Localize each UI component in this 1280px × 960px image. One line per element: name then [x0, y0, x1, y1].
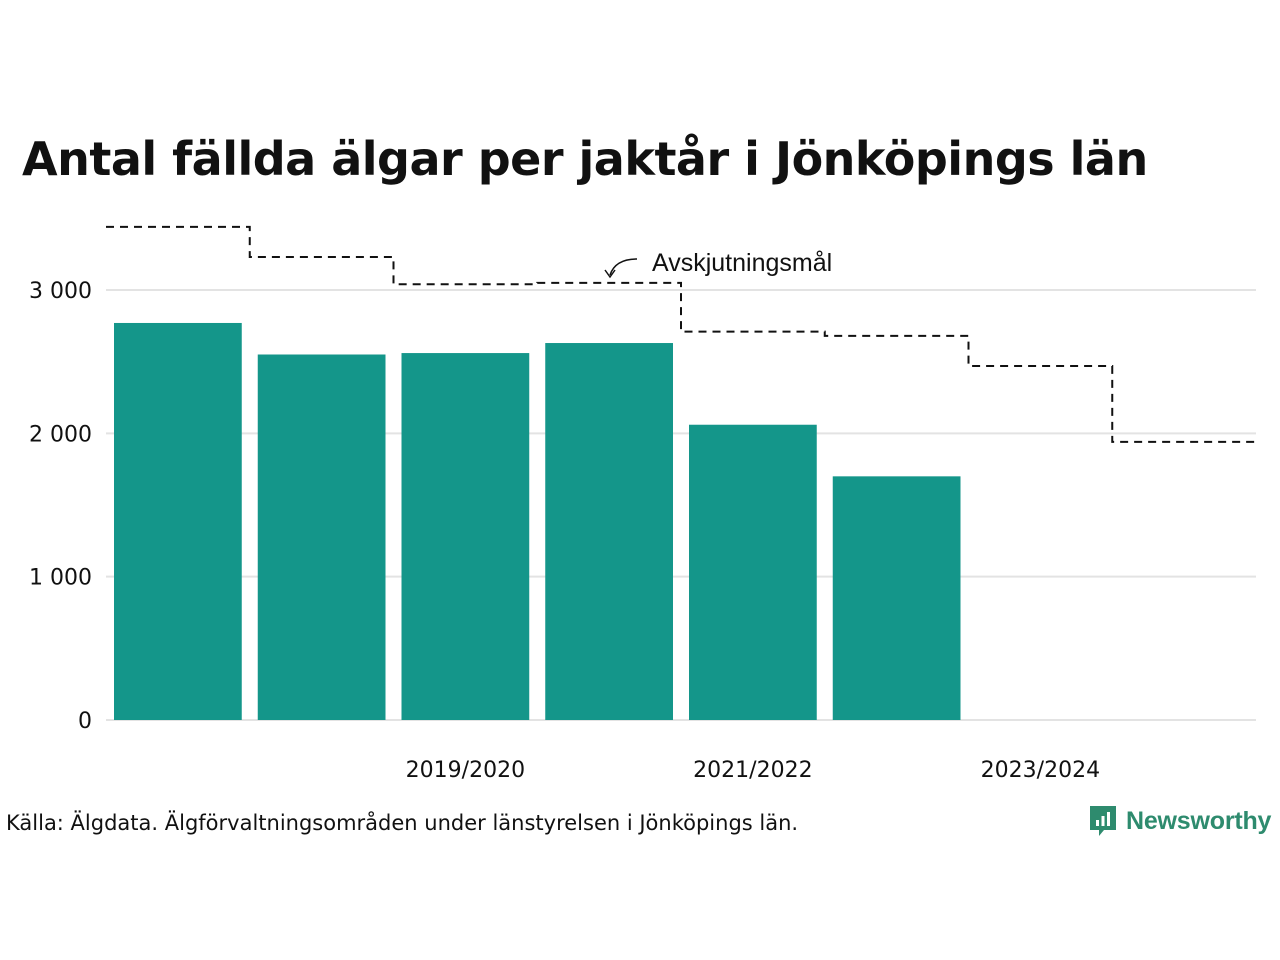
y-tick-label: 1 000 — [29, 566, 92, 591]
bar — [832, 476, 961, 720]
y-axis: 0 1 000 2 000 3 000 — [29, 279, 92, 734]
brand-logo: Newsworthy — [1088, 804, 1271, 838]
x-axis: 2019/2020 2021/2022 2023/2024 — [406, 758, 1100, 783]
y-tick-label: 2 000 — [29, 422, 92, 447]
bar — [257, 354, 386, 720]
target-step-path — [106, 225, 1256, 443]
annotation-label: Avskjutningsmål — [652, 249, 832, 277]
chart-title: Antal fällda älgar per jaktår i Jönköpin… — [22, 132, 1148, 186]
annotation: Avskjutningsmål — [604, 249, 832, 279]
y-tick-label: 3 000 — [29, 279, 92, 304]
annotation-arrow — [609, 258, 638, 276]
x-tick-label: 2023/2024 — [981, 758, 1100, 783]
target-step-line — [106, 225, 1256, 443]
annotation-arrowhead — [604, 269, 616, 279]
bar — [545, 343, 673, 720]
brand-name: Newsworthy — [1126, 806, 1272, 835]
chart: 0 1 000 2 000 3 000 2019/2020 2021/2022 2023/… — [29, 225, 1256, 783]
bar — [114, 322, 242, 720]
newsworthy-logo-icon — [1090, 806, 1116, 836]
y-tick-label: 0 — [78, 709, 92, 734]
bars — [114, 322, 961, 720]
bar — [401, 353, 530, 720]
x-tick-label: 2021/2022 — [693, 758, 812, 783]
bar — [689, 424, 817, 720]
x-tick-label: 2019/2020 — [406, 758, 525, 783]
source-note: Källa: Älgdata. Älgförvaltningsområden u… — [6, 811, 799, 835]
